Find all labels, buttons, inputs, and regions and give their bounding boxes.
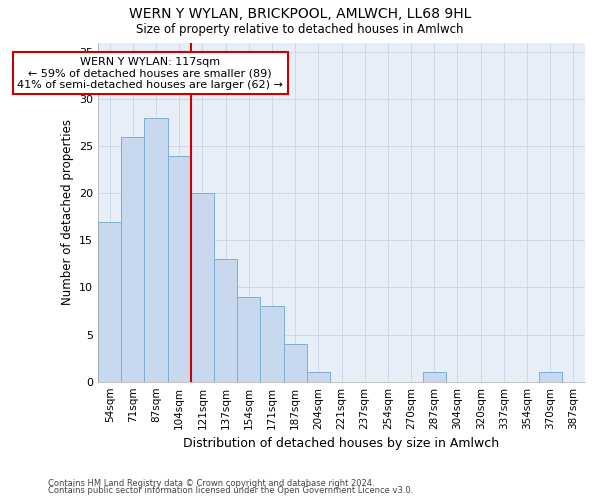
Text: Contains HM Land Registry data © Crown copyright and database right 2024.: Contains HM Land Registry data © Crown c… xyxy=(48,478,374,488)
Bar xyxy=(423,372,446,382)
Bar xyxy=(307,372,330,382)
Bar xyxy=(121,136,145,382)
Bar xyxy=(214,259,237,382)
Text: Size of property relative to detached houses in Amlwch: Size of property relative to detached ho… xyxy=(136,22,464,36)
Bar xyxy=(539,372,562,382)
Text: Contains public sector information licensed under the Open Government Licence v3: Contains public sector information licen… xyxy=(48,486,413,495)
Bar xyxy=(260,306,284,382)
Y-axis label: Number of detached properties: Number of detached properties xyxy=(61,119,74,305)
Bar xyxy=(237,297,260,382)
Bar xyxy=(98,222,121,382)
X-axis label: Distribution of detached houses by size in Amlwch: Distribution of detached houses by size … xyxy=(184,437,500,450)
Text: WERN Y WYLAN: 117sqm
← 59% of detached houses are smaller (89)
41% of semi-detac: WERN Y WYLAN: 117sqm ← 59% of detached h… xyxy=(17,56,283,90)
Bar xyxy=(191,193,214,382)
Text: WERN Y WYLAN, BRICKPOOL, AMLWCH, LL68 9HL: WERN Y WYLAN, BRICKPOOL, AMLWCH, LL68 9H… xyxy=(129,8,471,22)
Bar xyxy=(284,344,307,382)
Bar xyxy=(145,118,167,382)
Bar xyxy=(167,156,191,382)
